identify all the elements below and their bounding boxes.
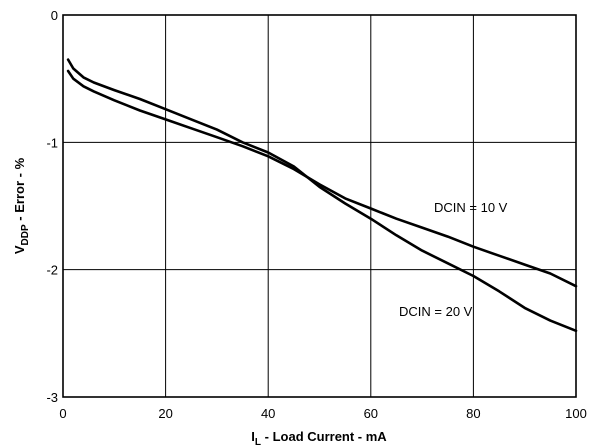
x-tick-label: 0 [59,406,66,421]
annotations: DCIN = 10 V DCIN = 20 V [399,200,508,319]
x-tick-label: 20 [158,406,172,421]
y-axis-label-sub: DDP [20,224,31,245]
series-line-0 [66,69,578,288]
y-tick-labels: 0 -1 -2 -3 [46,8,58,405]
x-tick-label: 60 [364,406,378,421]
y-tick-label: -3 [46,390,58,405]
x-axis-label: IL - Load Current - mA [251,429,387,447]
y-tick-label: -1 [46,135,58,150]
series-layer [66,58,578,333]
x-tick-label: 80 [466,406,480,421]
grid [63,15,576,397]
plot-frame [62,14,577,398]
y-axis-label-main: V [12,245,27,254]
x-tick-label: 40 [261,406,275,421]
y-axis-label: VDDP - Error - % [12,157,31,254]
plot-area [63,15,576,397]
x-tick-label: 100 [565,406,587,421]
x-axis-label-rest: - Load Current - mA [261,429,387,444]
annotation-dcin-20v: DCIN = 20 V [399,304,473,319]
annotation-dcin-10v: DCIN = 10 V [434,200,508,215]
x-tick-labels: 0 20 40 60 80 100 [59,406,586,421]
series-line-1 [66,58,578,333]
x-axis-label-main: I [251,429,255,444]
y-tick-label: -2 [46,263,58,278]
y-tick-label: 0 [51,8,58,23]
y-axis-label-rest: - Error - % [12,157,27,224]
x-axis-label-sub: L [255,437,261,447]
